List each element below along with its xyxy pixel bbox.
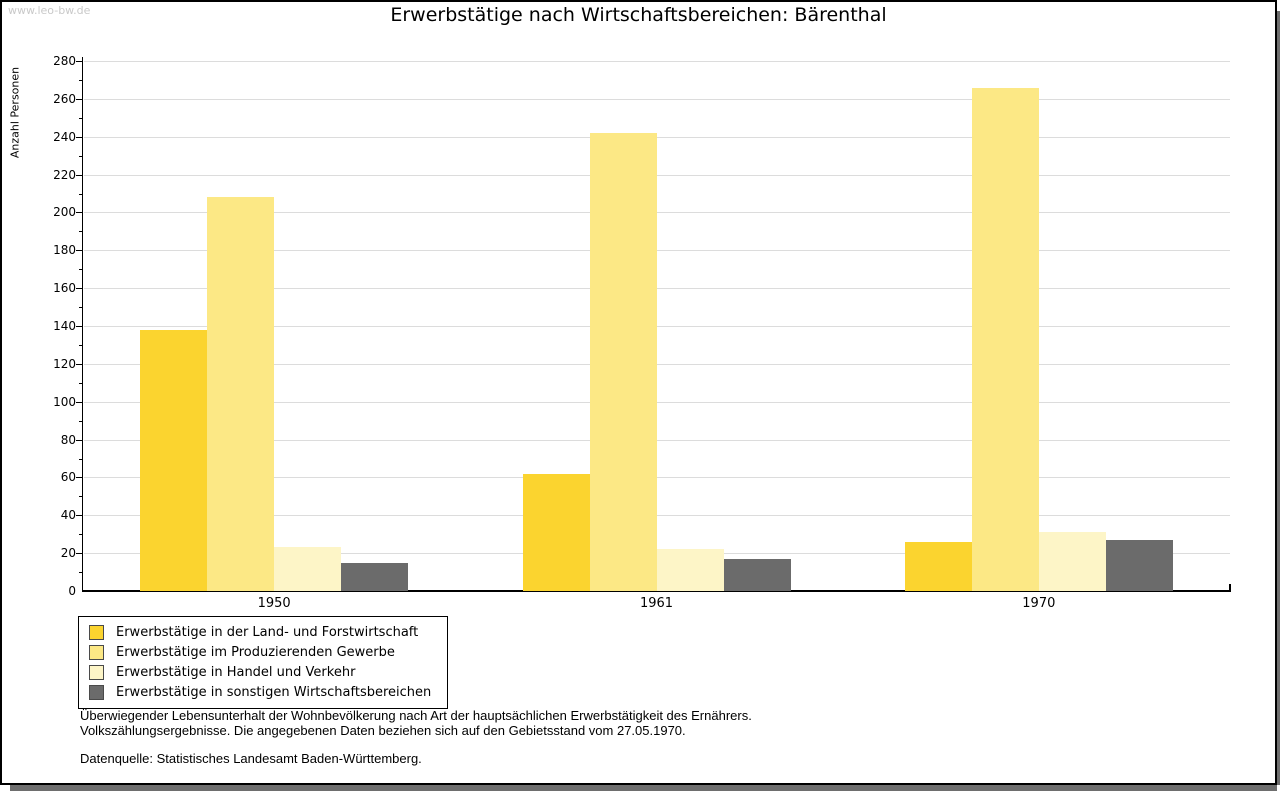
y-major-tick-240 — [76, 136, 82, 138]
y-tick-label-60: 60 — [60, 470, 76, 485]
y-tick-label-260: 260 — [53, 91, 76, 106]
footer-notes: Überwiegender Lebensunterhalt der Wohnbe… — [80, 708, 752, 766]
frame-shadow-bottom — [10, 785, 1277, 791]
y-minor-tick-210 — [79, 193, 82, 195]
legend-swatch-1 — [89, 624, 104, 640]
gridline-160 — [84, 288, 1230, 290]
y-minor-tick-130 — [79, 344, 82, 346]
y-major-tick-200 — [76, 212, 82, 214]
y-major-tick-140 — [76, 326, 82, 327]
y-minor-tick-110 — [79, 382, 82, 384]
gridline-120 — [84, 363, 1230, 365]
bar-1970-series1 — [905, 541, 972, 591]
y-major-tick-20 — [76, 553, 82, 555]
legend-swatch-2 — [89, 644, 104, 660]
gridline-80 — [84, 439, 1230, 441]
y-tick-label-40: 40 — [60, 508, 76, 523]
y-major-tick-40 — [76, 515, 82, 517]
chart-title: Erwerbstätige nach Wirtschaftsbereichen:… — [390, 4, 887, 26]
y-axis-line — [82, 57, 83, 591]
bar-1961-series3 — [657, 549, 724, 591]
gridline-220 — [84, 174, 1230, 176]
y-tick-label-140: 140 — [53, 319, 76, 333]
footer-line-1: Überwiegender Lebensunterhalt der Wohnbe… — [80, 708, 752, 723]
gridline-140 — [84, 326, 1230, 327]
bar-1970-series2 — [972, 87, 1039, 591]
gridline-200 — [84, 212, 1230, 214]
footer-line-2: Volkszählungsergebnisse. Die angegebenen… — [80, 723, 686, 738]
x-axis-end-tick — [1229, 584, 1231, 591]
gridline-100 — [84, 401, 1230, 403]
y-major-tick-60 — [76, 477, 82, 479]
legend-swatch-3 — [89, 664, 104, 680]
y-minor-tick-150 — [79, 307, 82, 309]
y-minor-tick-190 — [79, 231, 82, 233]
x-axis-line — [82, 590, 1231, 592]
y-minor-tick-230 — [79, 155, 82, 157]
gridline-40 — [84, 515, 1230, 517]
y-major-tick-100 — [76, 401, 82, 403]
legend-box: Erwerbstätige in der Land- und Forstwirt… — [78, 616, 448, 709]
legend-swatch-4 — [89, 684, 104, 700]
bar-1970-series3 — [1039, 532, 1106, 591]
y-minor-tick-250 — [79, 117, 82, 119]
y-axis-title: Anzahl Personen — [8, 66, 22, 159]
y-major-tick-280 — [76, 61, 82, 62]
data-source: Datenquelle: Statistisches Landesamt Bad… — [80, 751, 422, 766]
y-major-tick-260 — [76, 98, 82, 100]
y-tick-label-240: 240 — [53, 129, 76, 144]
gridline-280 — [84, 61, 1230, 62]
y-major-tick-180 — [76, 250, 82, 252]
bar-1950-series2 — [207, 197, 274, 591]
gridline-240 — [84, 136, 1230, 138]
frame-shadow-right — [1277, 11, 1280, 785]
y-tick-label-280: 280 — [53, 54, 76, 68]
gridline-60 — [84, 477, 1230, 479]
bar-1950-series1 — [140, 329, 207, 591]
y-tick-label-80: 80 — [60, 432, 76, 447]
y-tick-label-0: 0 — [68, 584, 76, 598]
y-tick-label-100: 100 — [53, 394, 76, 409]
bar-1970-series4 — [1106, 539, 1173, 591]
legend-item-1: Erwerbstätige in der Land- und Forstwirt… — [89, 622, 437, 642]
y-tick-label-220: 220 — [53, 167, 76, 182]
legend-item-2: Erwerbstätige im Produzierenden Gewerbe — [89, 642, 437, 662]
legend-item-3: Erwerbstätige in Handel und Verkehr — [89, 662, 437, 682]
bar-1950-series3 — [274, 547, 341, 591]
bar-1950-series4 — [341, 562, 408, 591]
y-minor-tick-70 — [79, 458, 82, 460]
legend-item-4: Erwerbstätige in sonstigen Wirtschaftsbe… — [89, 682, 437, 702]
y-minor-tick-170 — [79, 269, 82, 271]
x-category-label-1961: 1961 — [639, 596, 674, 611]
bar-1961-series1 — [523, 473, 590, 591]
y-minor-tick-30 — [79, 534, 82, 536]
x-category-label-1950: 1950 — [257, 596, 291, 611]
bar-1961-series4 — [724, 558, 791, 591]
legend-label-1: Erwerbstätige in der Land- und Forstwirt… — [116, 624, 419, 640]
x-category-label-1970: 1970 — [1022, 596, 1056, 611]
y-major-tick-80 — [76, 439, 82, 441]
y-minor-tick-90 — [79, 420, 82, 422]
bar-1961-series2 — [590, 132, 657, 591]
y-minor-tick-270 — [79, 79, 82, 81]
y-tick-label-200: 200 — [53, 205, 76, 220]
y-tick-label-120: 120 — [53, 356, 76, 371]
legend-label-2: Erwerbstätige im Produzierenden Gewerbe — [116, 644, 395, 660]
legend-label-3: Erwerbstätige in Handel und Verkehr — [116, 664, 356, 680]
watermark: www.leo-bw.de — [8, 4, 91, 17]
y-major-tick-220 — [76, 174, 82, 176]
legend-label-4: Erwerbstätige in sonstigen Wirtschaftsbe… — [116, 684, 432, 700]
y-minor-tick-10 — [79, 572, 82, 574]
y-tick-label-160: 160 — [53, 281, 76, 296]
y-major-tick-120 — [76, 363, 82, 365]
gridline-260 — [84, 98, 1230, 100]
y-tick-label-180: 180 — [53, 243, 76, 258]
gridline-180 — [84, 250, 1230, 252]
y-major-tick-160 — [76, 288, 82, 290]
y-minor-tick-50 — [79, 496, 82, 498]
y-tick-label-20: 20 — [60, 546, 76, 561]
